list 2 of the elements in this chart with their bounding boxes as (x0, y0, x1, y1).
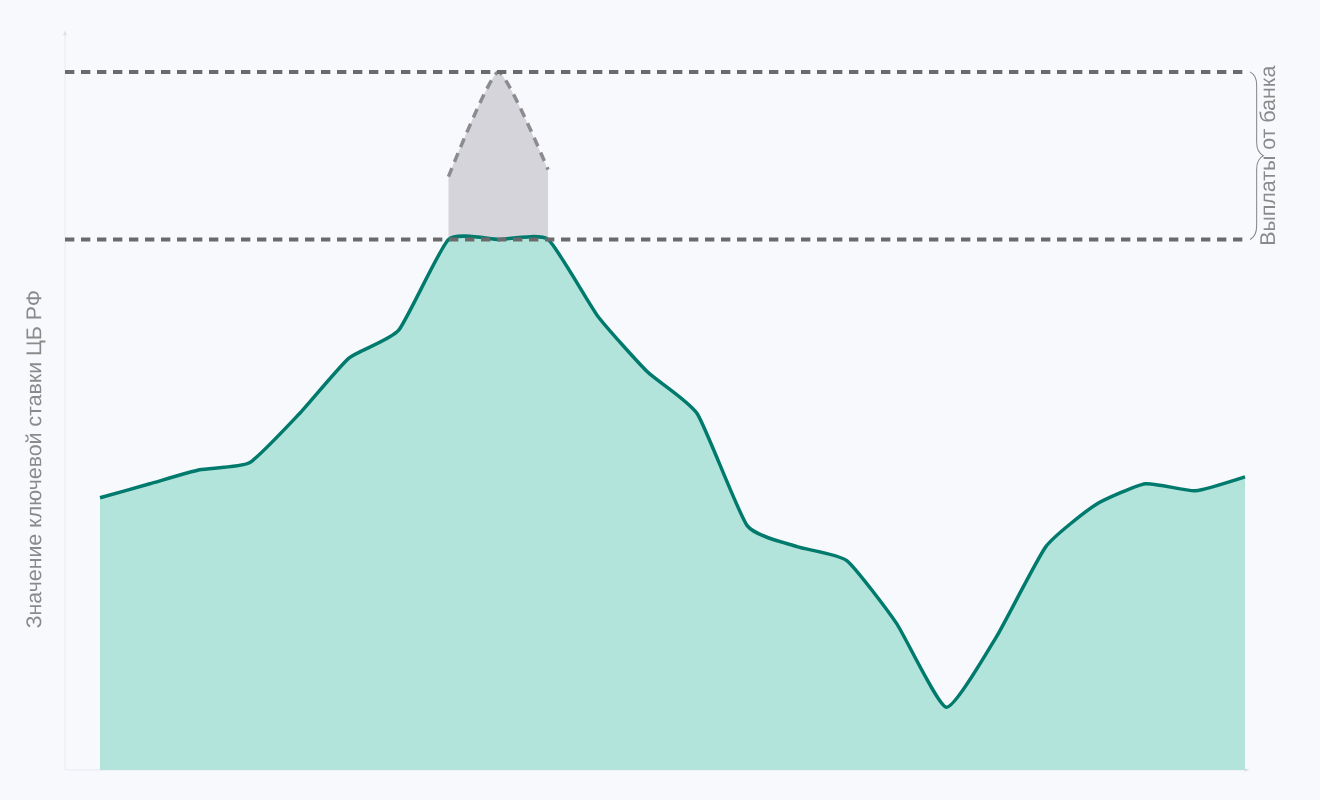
text: Выплаты от банка (1259, 65, 1276, 244)
y-axis-title: Значение ключевой ставки ЦБ РФ (25, 291, 46, 628)
